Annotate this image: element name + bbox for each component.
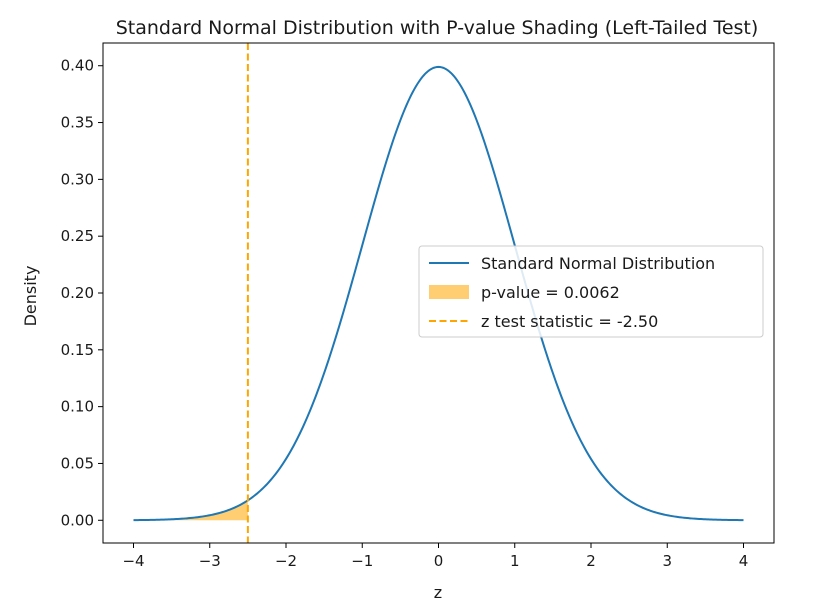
y-tick-label: 0.10 — [61, 398, 94, 416]
y-axis-label: Density — [21, 266, 40, 327]
y-tick-label: 0.15 — [61, 341, 94, 359]
x-tick-label: 3 — [662, 552, 672, 570]
x-tick-label: −1 — [351, 552, 373, 570]
y-tick-label: 0.35 — [61, 114, 94, 132]
x-tick-label: −4 — [122, 552, 144, 570]
y-tick-label: 0.05 — [61, 454, 94, 472]
series-line-standard-normal — [133, 65, 744, 522]
chart-title: Standard Normal Distribution with P-valu… — [116, 17, 759, 39]
x-tick-label: 4 — [739, 552, 749, 570]
legend-swatch-area — [429, 285, 469, 299]
x-tick-label: −3 — [199, 552, 221, 570]
y-tick-label: 0.40 — [61, 57, 94, 75]
x-tick-label: 1 — [510, 552, 520, 570]
x-axis-label: z — [434, 583, 442, 602]
x-axis: −4 −3 −2 −1 0 1 2 3 4 — [122, 543, 748, 570]
p-value-area — [133, 500, 248, 521]
legend-label: Standard Normal Distribution — [481, 254, 715, 273]
y-tick-label: 0.30 — [61, 170, 94, 188]
x-tick-label: 0 — [434, 552, 444, 570]
legend-box — [418, 245, 764, 338]
y-tick-label: 0.00 — [61, 511, 94, 529]
x-tick-label: 2 — [586, 552, 596, 570]
legend: Standard Normal Distribution p-value = 0.… — [418, 245, 764, 338]
y-tick-label: 0.25 — [61, 227, 94, 245]
y-axis: 0.00 0.05 0.10 0.15 0.20 0.25 0.30 0.35 0.40 — [61, 57, 103, 529]
x-tick-label: −2 — [275, 552, 297, 570]
legend-label: z test statistic = -2.50 — [481, 312, 658, 331]
legend-label: p-value = 0.0062 — [481, 283, 620, 302]
y-tick-label: 0.20 — [61, 284, 94, 302]
